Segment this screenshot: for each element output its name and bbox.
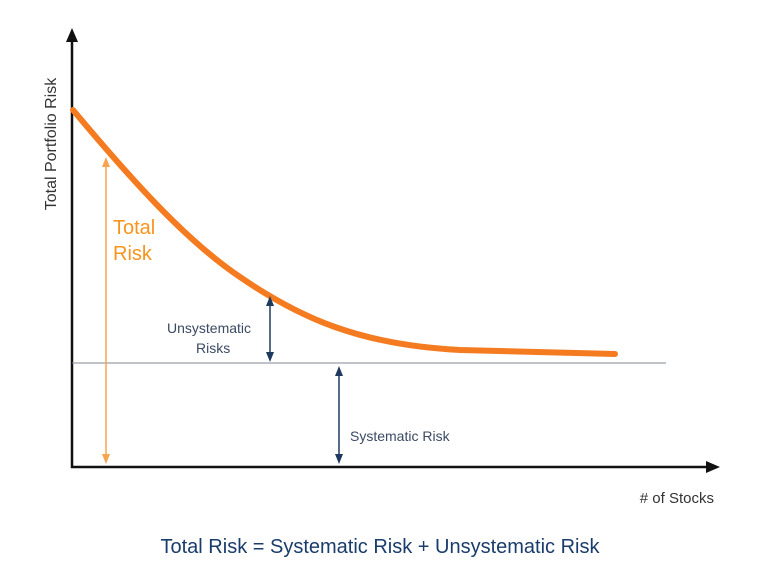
systematic-risk-label: Systematic Risk	[350, 428, 451, 444]
unsystematic-risk-label-line2: Risks	[196, 340, 230, 356]
arrow-right-icon	[706, 461, 720, 473]
arrow-up-icon	[66, 28, 78, 42]
total-risk-curve	[70, 107, 618, 357]
total-risk-label-line2: Risk	[113, 243, 153, 265]
y-axis-label: Total Portfolio Risk	[43, 77, 60, 210]
total-risk-label-line1: Total	[113, 217, 155, 239]
unsystematic-risk-label-line1: Unsystematic	[167, 320, 251, 336]
x-axis-label: # of Stocks	[640, 490, 714, 507]
risk-formula: Total Risk = Systematic Risk + Unsystema…	[160, 536, 600, 558]
